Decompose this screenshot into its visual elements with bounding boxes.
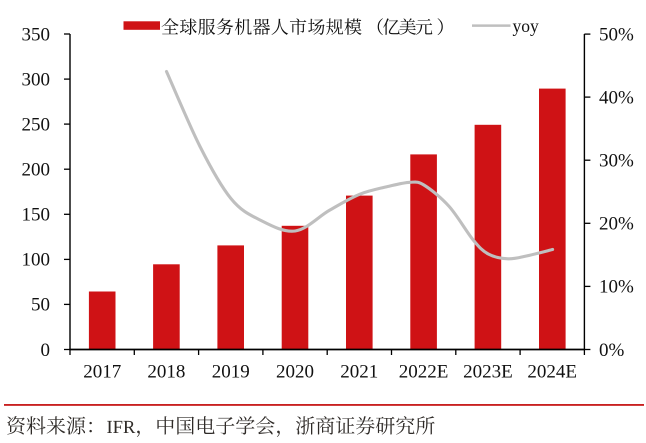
- svg-text:150: 150: [22, 205, 51, 226]
- svg-text:300: 300: [22, 69, 51, 90]
- svg-text:2019: 2019: [212, 362, 250, 383]
- svg-text:250: 250: [22, 114, 51, 135]
- svg-text:2022E: 2022E: [399, 362, 449, 383]
- svg-text:2021: 2021: [340, 362, 378, 383]
- svg-text:0%: 0%: [599, 340, 625, 361]
- svg-text:100: 100: [22, 250, 51, 271]
- svg-text:20%: 20%: [599, 214, 634, 235]
- svg-text:50%: 50%: [599, 24, 634, 45]
- svg-text:2020: 2020: [276, 362, 314, 383]
- svg-text:350: 350: [22, 24, 51, 45]
- svg-text:2023E: 2023E: [463, 362, 513, 383]
- svg-text:2017: 2017: [83, 362, 121, 383]
- svg-text:30%: 30%: [599, 151, 634, 172]
- svg-text:2018: 2018: [147, 362, 185, 383]
- svg-text:10%: 10%: [599, 277, 634, 298]
- svg-text:2024E: 2024E: [527, 362, 577, 383]
- svg-text:200: 200: [22, 160, 51, 181]
- svg-text:0: 0: [41, 340, 51, 361]
- svg-text:yoy: yoy: [513, 16, 540, 36]
- svg-text:40%: 40%: [599, 87, 634, 108]
- svg-text:50: 50: [31, 295, 50, 316]
